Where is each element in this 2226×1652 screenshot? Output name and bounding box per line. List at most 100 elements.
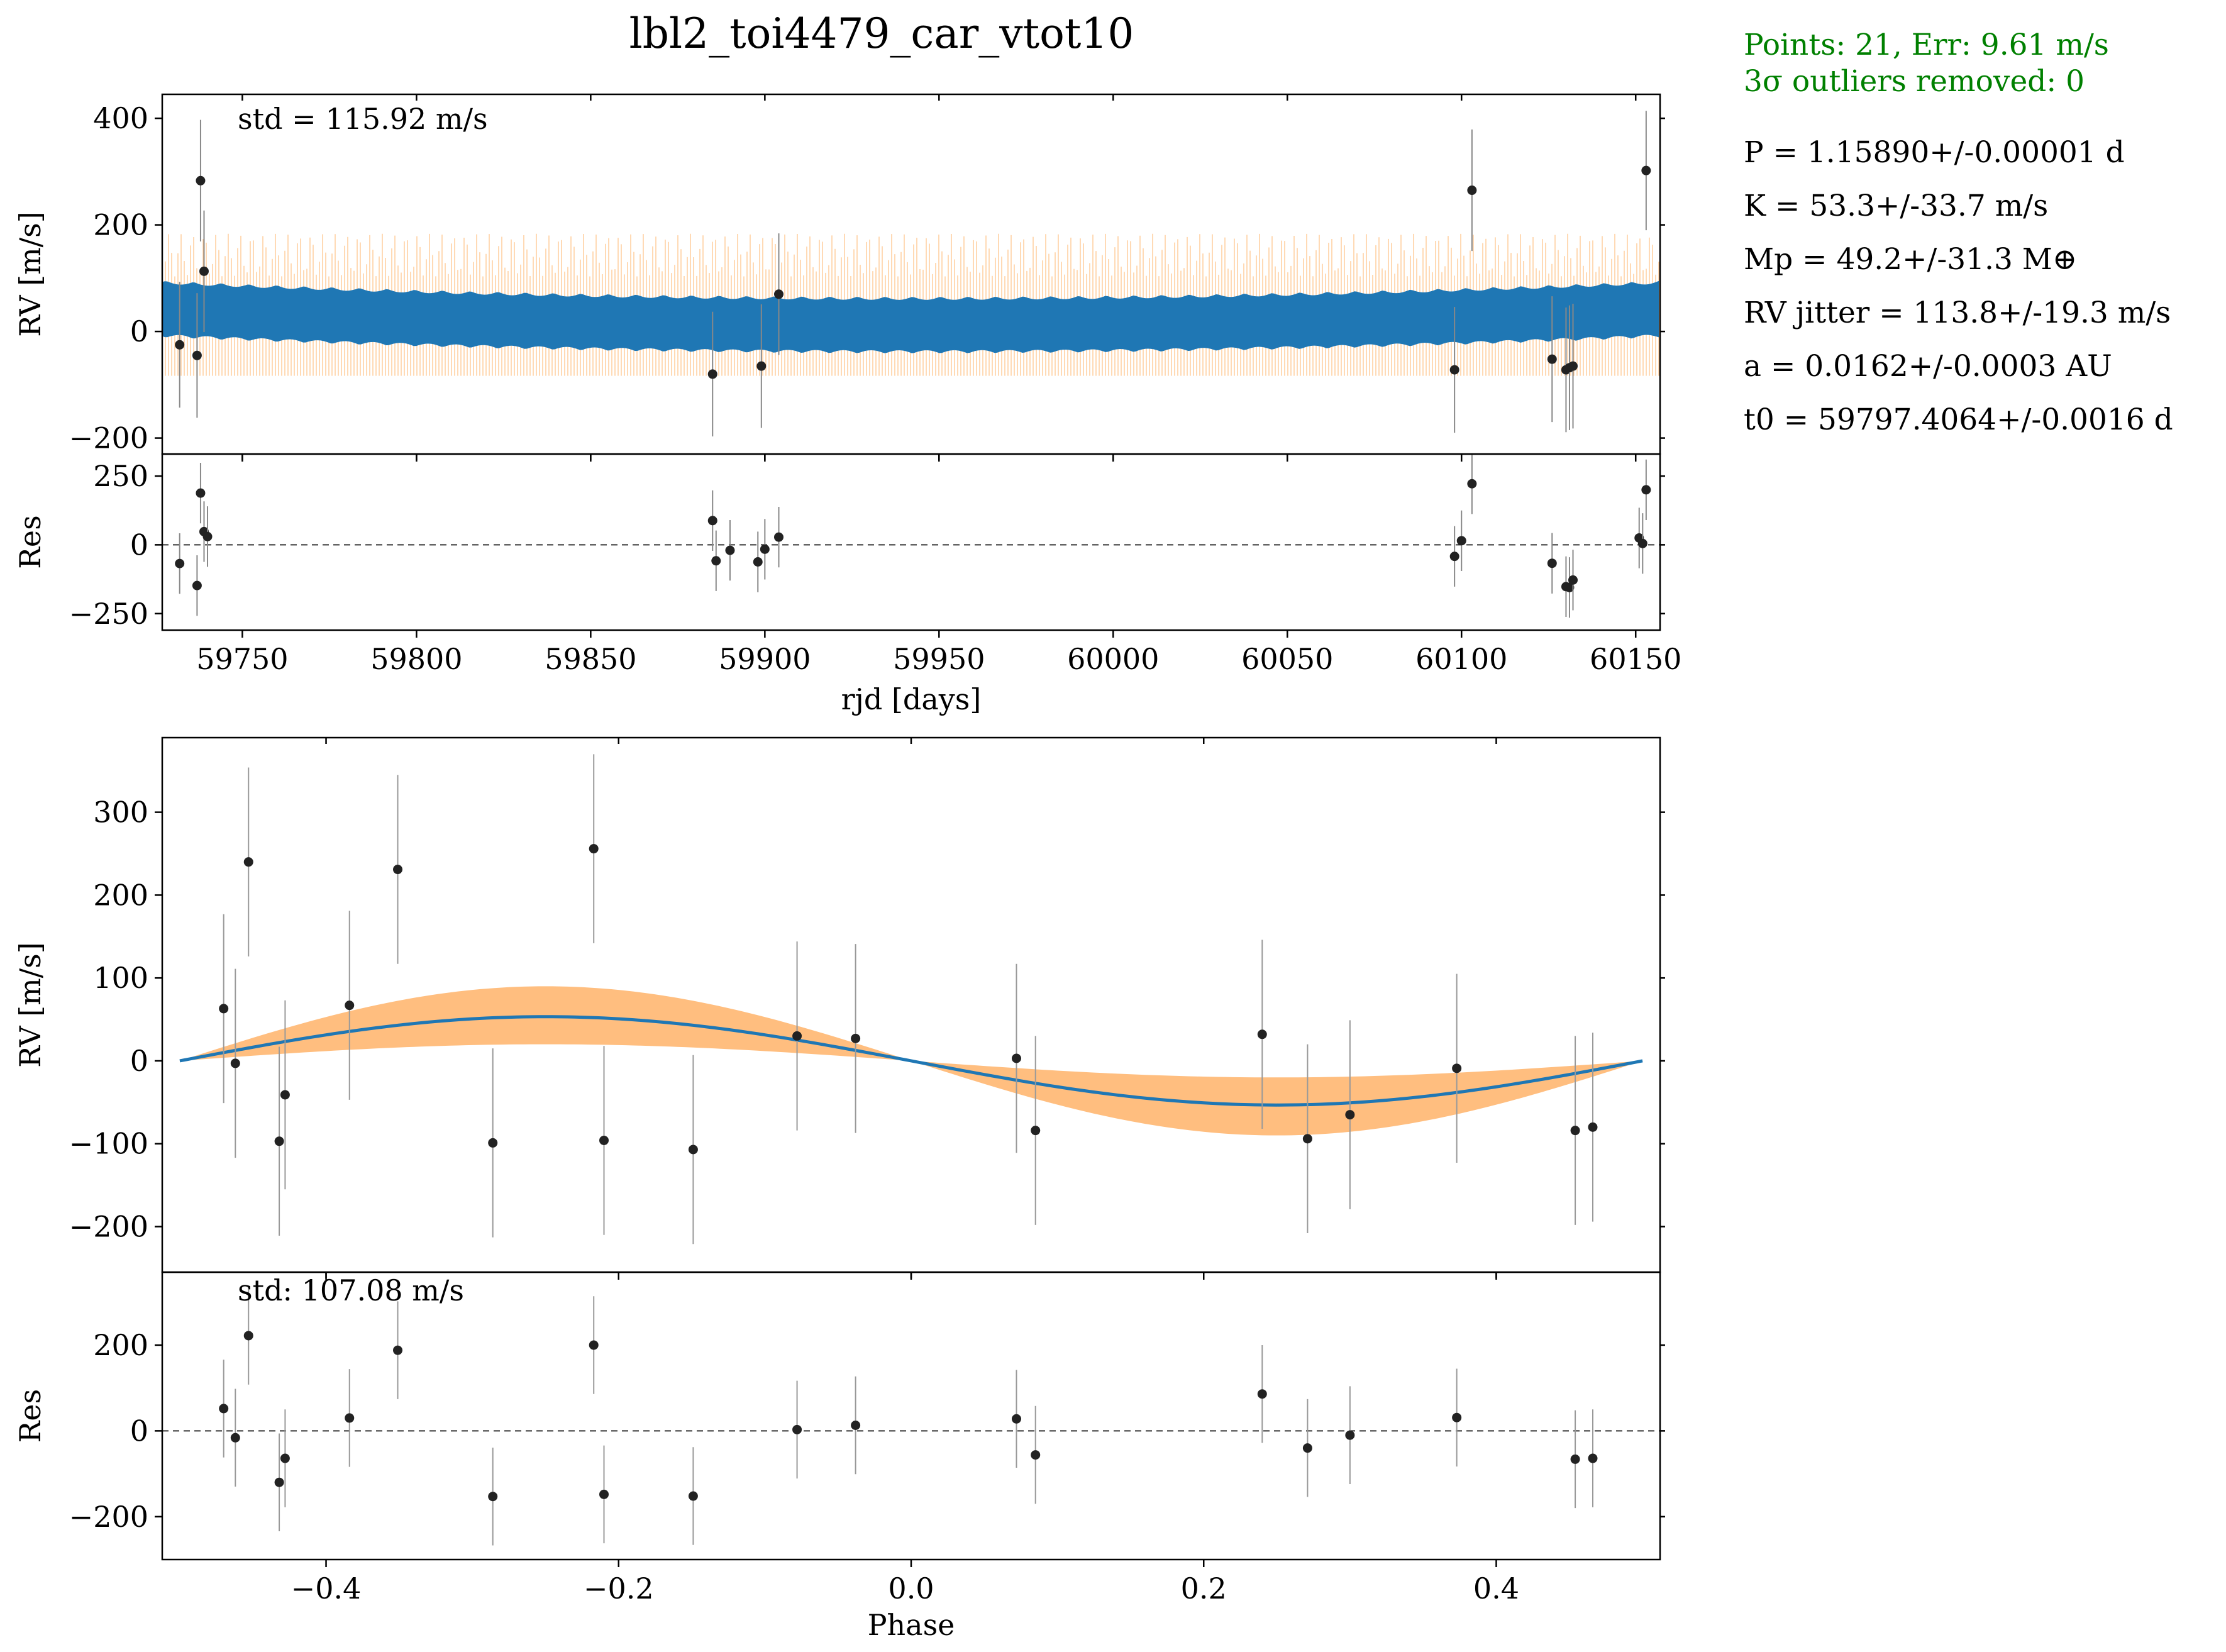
data-point [280, 1090, 290, 1100]
y-tick-label: −250 [69, 597, 148, 631]
panel-phase-residuals: −200 0 200 Res −0.4 −0.2 0.0 0.2 0.4 std: 107.08 … [13, 1271, 1665, 1642]
data-point [202, 531, 213, 541]
data-point [1449, 365, 1459, 375]
data-point [1641, 165, 1651, 175]
data-point [1302, 1134, 1312, 1144]
data-point [219, 1004, 229, 1014]
x-tick-label: 59750 [196, 642, 288, 676]
data-point [1641, 485, 1651, 495]
data-point [1031, 1450, 1041, 1460]
panel-time-series: −200 0 200 400 RV [m/s] std = 115.92 m/s [13, 93, 1665, 462]
data-point [1257, 1029, 1267, 1039]
data-point [345, 1413, 355, 1423]
x-tick-label: 59850 [545, 642, 636, 676]
y-tick-label: 250 [93, 459, 148, 493]
x-tick-label: 59800 [370, 642, 462, 676]
data-point [1345, 1430, 1355, 1440]
data-point [280, 1453, 290, 1463]
figure-title: lbl2_toi4479_car_vtot10 [629, 9, 1134, 58]
x-tick-label: 0.0 [888, 1572, 934, 1605]
outliers-summary: 3σ outliers removed: 0 [1744, 64, 2085, 99]
data-point [851, 1421, 861, 1431]
x-tick-label: 60150 [1590, 642, 1681, 676]
x-axis-label: Phase [868, 1608, 955, 1642]
data-point [1467, 186, 1477, 196]
data-point [599, 1135, 609, 1145]
data-point [196, 488, 206, 498]
x-tick-label: 60050 [1241, 642, 1333, 676]
std-annotation: std: 107.08 m/s [238, 1273, 464, 1307]
data-point [792, 1424, 802, 1434]
data-point [219, 1404, 229, 1414]
y-tick-label: 200 [93, 208, 148, 242]
data-point [711, 556, 721, 566]
x-tick-label: 60100 [1415, 642, 1507, 676]
data-point [1467, 479, 1477, 489]
data-point [1456, 536, 1466, 546]
param-amplitude: K = 53.3+/-33.7 m/s [1744, 189, 2049, 223]
param-period: P = 1.15890+/-0.00001 d [1744, 135, 2125, 170]
data-point [1564, 582, 1575, 592]
y-tick-label: 0 [130, 1414, 148, 1448]
model-curve [162, 280, 1659, 353]
data-point [1452, 1412, 1462, 1422]
y-axis-label: RV [m/s] [13, 942, 47, 1067]
data-point [230, 1433, 240, 1443]
data-point [688, 1145, 698, 1155]
model-region [162, 233, 1659, 376]
data-point [589, 1340, 599, 1350]
data-point [792, 1031, 802, 1041]
data-point [1570, 1454, 1580, 1464]
data-point [1547, 558, 1557, 568]
panel-phase-folded: −200 −100 0 100 200 300 RV [m/s] [13, 736, 1665, 1280]
data-point [1568, 575, 1578, 585]
data-point [773, 532, 784, 542]
y-tick-label: 200 [93, 1328, 148, 1362]
y-tick-label: 0 [130, 528, 148, 562]
param-rv-jitter: RV jitter = 113.8+/-19.3 m/s [1744, 296, 2171, 330]
data-point [488, 1492, 498, 1502]
x-tick-label: 0.2 [1181, 1572, 1227, 1605]
data-point [753, 557, 763, 567]
data-point [1011, 1053, 1021, 1063]
y-tick-label: 300 [93, 796, 148, 829]
data-point [196, 175, 206, 186]
y-tick-label: 400 [93, 101, 148, 135]
data-point [230, 1058, 240, 1068]
x-tick-label: 0.4 [1473, 1572, 1519, 1605]
y-tick-label: 100 [93, 961, 148, 995]
data-point [1257, 1389, 1267, 1399]
data-point [707, 369, 717, 379]
y-tick-label: 200 [93, 878, 148, 912]
data-point [773, 289, 784, 299]
data-point [192, 580, 202, 590]
y-tick-label: 0 [130, 1044, 148, 1078]
data-point [488, 1138, 498, 1148]
param-planet-mass: Mp = 49.2+/-31.3 M⊕ [1744, 242, 2078, 277]
data-point [688, 1491, 698, 1501]
model-band [179, 986, 1643, 1136]
data-point [1345, 1110, 1355, 1120]
x-tick-label: 59950 [893, 642, 985, 676]
y-tick-label: −100 [69, 1127, 148, 1161]
param-semimajor-axis: a = 0.0162+/-0.0003 AU [1744, 349, 2112, 384]
data-point [175, 558, 185, 568]
data-point [1449, 552, 1459, 562]
data-point [243, 857, 253, 867]
data-point [851, 1033, 861, 1043]
data-point [1588, 1122, 1598, 1132]
y-tick-label: −200 [69, 1500, 148, 1534]
data-point [756, 361, 767, 371]
data-point [274, 1136, 284, 1146]
points-summary: Points: 21, Err: 9.61 m/s [1744, 28, 2109, 62]
data-point [345, 1001, 355, 1011]
data-point [1588, 1453, 1598, 1463]
data-point [1637, 538, 1647, 548]
axes-frame [161, 453, 1661, 631]
x-tick-label: 59900 [719, 642, 811, 676]
data-point [1031, 1126, 1041, 1136]
x-tick-label: −0.4 [291, 1572, 362, 1605]
data-point [707, 516, 717, 526]
axes-frame [161, 1271, 1661, 1561]
